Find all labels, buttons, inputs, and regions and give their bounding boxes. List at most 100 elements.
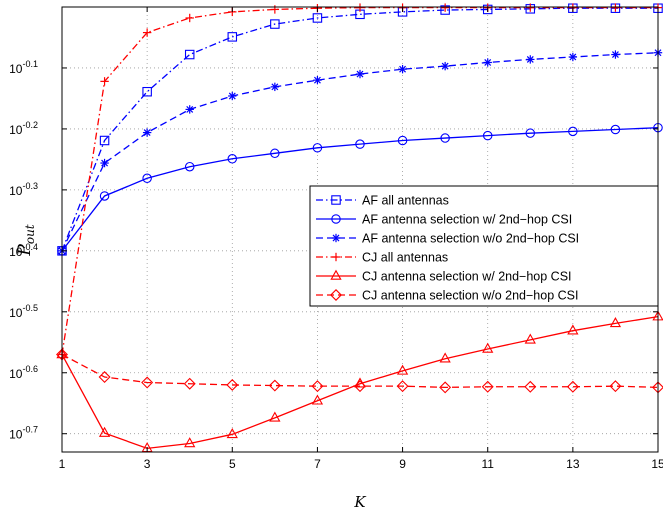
y-axis-label-sub: out	[23, 224, 37, 244]
marker-star	[270, 82, 280, 92]
y-tick-label: 10-0.3	[9, 181, 38, 198]
marker-circle	[184, 161, 195, 172]
marker-triangle	[524, 333, 536, 344]
marker-star	[142, 128, 152, 137]
marker-star	[100, 158, 109, 168]
marker-square	[270, 19, 280, 29]
marker-star	[398, 64, 407, 74]
x-tick-label: 11	[481, 457, 494, 471]
marker-triangle	[439, 352, 451, 363]
legend-label: CJ antenna selection w/ 2nd−hop CSI	[362, 270, 572, 284]
marker-circle	[397, 135, 408, 146]
series-line-1	[61, 127, 659, 252]
y-tick-base: 10	[9, 306, 23, 320]
series-lines	[61, 6, 659, 450]
y-tick-label: 10-0.5	[9, 303, 38, 320]
marker-diamond	[609, 380, 622, 393]
y-tick-label: 10-0.2	[9, 120, 38, 137]
axis-ticks	[61, 7, 659, 452]
marker-diamond	[226, 378, 239, 391]
y-tick-exponent: -0.7	[22, 425, 38, 435]
marker-star	[611, 50, 620, 59]
marker-diamond	[566, 380, 579, 393]
marker-triangle	[567, 324, 579, 335]
marker-plus	[440, 3, 450, 12]
legend-label: CJ all antennas	[362, 251, 448, 265]
marker-triangle	[184, 437, 196, 448]
legend-entry-4: CJ antenna selection w/ 2nd−hop CSI	[316, 270, 572, 284]
y-axis-label: Pout	[15, 224, 37, 256]
legend-label: AF all antennas	[362, 194, 449, 208]
series-line-4	[61, 316, 659, 450]
legend: AF all antennas AF antenna selection w/ 2…	[309, 185, 659, 307]
series-line-5	[61, 353, 659, 389]
legend-entry-1: AF antenna selection w/ 2nd−hop CSI	[316, 213, 572, 227]
marker-plus	[331, 252, 341, 262]
x-tick-label: 15	[651, 457, 663, 471]
series-line-0	[61, 7, 658, 252]
y-tick-exponent: -0.4	[22, 242, 38, 252]
y-tick-label: 10-0.6	[9, 364, 38, 381]
y-tick-exponent: -0.6	[22, 364, 38, 374]
marker-circle	[525, 128, 536, 138]
marker-circle	[99, 191, 110, 201]
marker-star	[331, 233, 341, 243]
marker-star	[440, 61, 450, 71]
marker-circle	[270, 148, 280, 159]
marker-plus	[526, 3, 535, 12]
legend-entries: AF all antennas AF antenna selection w/ 2…	[316, 194, 579, 303]
x-tick-label: 13	[566, 457, 580, 471]
marker-diamond	[311, 380, 324, 393]
marker-triangle	[482, 342, 494, 353]
marker-plus	[611, 3, 620, 12]
y-tick-label: 10-0.1	[9, 59, 38, 76]
marker-square	[184, 49, 195, 60]
marker-circle	[440, 133, 450, 143]
marker-square	[331, 195, 341, 205]
marker-circle	[482, 130, 493, 141]
legend-entry-2: AF antenna selection w/o 2nd−hop CSI	[316, 232, 579, 246]
x-tick-label: 9	[399, 457, 406, 471]
legend-entry-0: AF all antennas	[316, 194, 449, 208]
marker-diamond	[330, 289, 342, 301]
marker-square	[227, 32, 238, 42]
y-tick-exponent: -0.2	[22, 120, 38, 130]
marker-circle	[610, 124, 621, 135]
legend-label: AF antenna selection w/o 2nd−hop CSI	[362, 232, 579, 246]
y-tick-label: 10-0.7	[9, 425, 38, 442]
marker-square	[312, 13, 323, 23]
x-tick-label: 7	[314, 457, 321, 471]
marker-square	[99, 135, 110, 146]
marker-circle	[312, 143, 323, 153]
marker-plus	[100, 77, 109, 86]
marker-circle	[227, 154, 238, 164]
marker-plus	[355, 3, 365, 12]
x-tick-labels: 1 3 5 7 9 11 13 15	[59, 457, 663, 471]
y-axis-label-main: P	[15, 244, 35, 257]
legend-entry-3: CJ all antennas	[316, 251, 448, 265]
legend-label: CJ antenna selection w/o 2nd−hop CSI	[362, 289, 578, 303]
x-tick-label: 1	[59, 457, 66, 471]
y-tick-exponent: -0.1	[22, 59, 38, 69]
marker-plus	[185, 13, 194, 23]
legend-label: AF antenna selection w/ 2nd−hop CSI	[362, 213, 572, 227]
x-axis-label: K	[353, 493, 366, 511]
y-tick-base: 10	[9, 62, 23, 76]
y-tick-base: 10	[9, 184, 23, 198]
y-tick-label: 10-0.4	[9, 242, 38, 259]
x-tick-label: 5	[229, 457, 236, 471]
marker-diamond	[268, 379, 281, 392]
marker-star	[185, 105, 194, 114]
marker-triangle	[330, 269, 342, 280]
marker-triangle	[269, 411, 281, 422]
y-tick-base: 10	[9, 367, 23, 381]
series-markers-0	[57, 3, 663, 256]
marker-circle	[142, 173, 152, 184]
y-tick-base: 10	[9, 245, 23, 259]
marker-diamond	[524, 380, 537, 393]
y-tick-exponent: -0.3	[22, 181, 38, 191]
marker-triangle	[98, 426, 111, 437]
marker-star	[526, 55, 535, 64]
legend-box	[309, 185, 659, 307]
